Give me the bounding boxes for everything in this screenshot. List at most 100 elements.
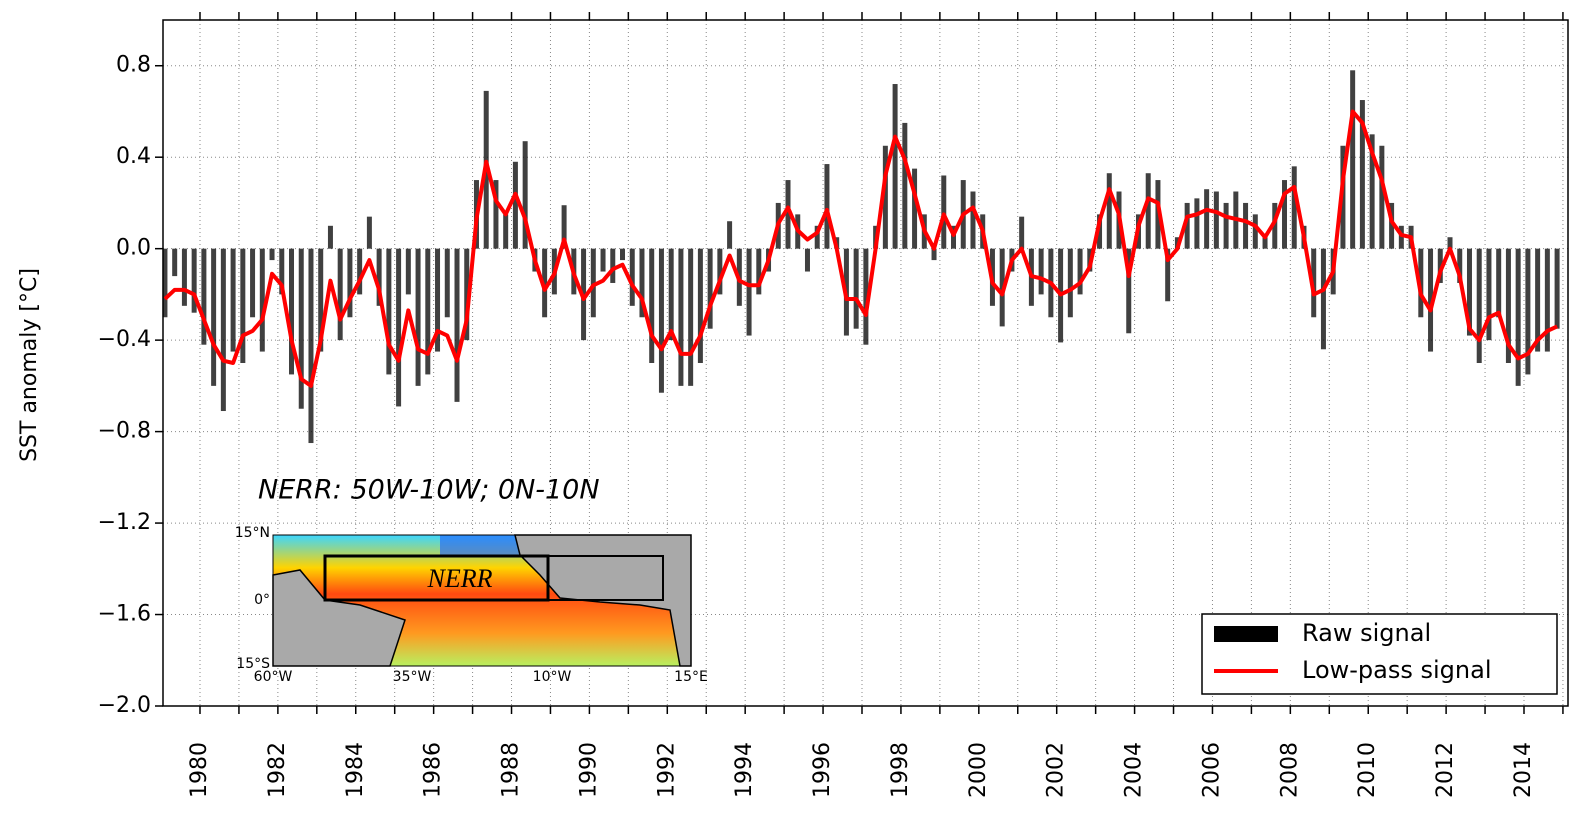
bar bbox=[970, 191, 976, 249]
bar bbox=[347, 248, 353, 318]
x-tick-label: 1998 bbox=[888, 742, 913, 798]
bar bbox=[824, 164, 830, 249]
y-tick-label: −1.6 bbox=[98, 602, 151, 627]
bar bbox=[707, 248, 713, 329]
bar bbox=[668, 248, 674, 341]
bar bbox=[902, 122, 908, 249]
bar bbox=[220, 248, 226, 412]
bar bbox=[405, 248, 411, 295]
bar bbox=[1525, 248, 1531, 375]
bar bbox=[1038, 248, 1044, 295]
bar bbox=[1282, 180, 1288, 249]
bar bbox=[250, 248, 256, 318]
bar bbox=[590, 248, 596, 318]
x-tick-label: 1984 bbox=[343, 742, 368, 798]
y-tick-label: 0.4 bbox=[116, 144, 151, 169]
inset-lat-label: 15°N bbox=[235, 525, 270, 541]
bar bbox=[1252, 214, 1258, 249]
bar bbox=[279, 248, 285, 295]
bar bbox=[1223, 202, 1229, 249]
bar bbox=[357, 248, 363, 295]
y-tick-label: −0.4 bbox=[98, 327, 151, 352]
bar bbox=[522, 141, 528, 249]
bar bbox=[804, 248, 810, 272]
bar bbox=[1097, 214, 1103, 249]
bar bbox=[269, 248, 275, 261]
bar bbox=[863, 248, 869, 345]
bar bbox=[1204, 189, 1210, 249]
bar bbox=[1437, 248, 1443, 283]
inset-lon-label: 60°W bbox=[254, 669, 293, 685]
bar bbox=[298, 248, 304, 409]
bar bbox=[1145, 173, 1151, 249]
bar bbox=[396, 248, 402, 407]
bar bbox=[1544, 248, 1550, 352]
x-tick-label: 2010 bbox=[1355, 742, 1380, 798]
bar bbox=[756, 248, 762, 295]
x-tick-label: 1982 bbox=[265, 742, 290, 798]
bar bbox=[542, 248, 548, 318]
bar bbox=[240, 248, 246, 363]
bar bbox=[1165, 248, 1171, 302]
bar bbox=[1067, 248, 1073, 318]
bar bbox=[951, 225, 957, 249]
y-tick-label: 0.8 bbox=[116, 53, 151, 78]
x-tick-label: 2012 bbox=[1433, 742, 1458, 798]
bar bbox=[337, 248, 343, 341]
bar bbox=[1184, 202, 1190, 249]
bar bbox=[1019, 216, 1025, 249]
y-tick-label: −1.2 bbox=[98, 510, 151, 535]
bar bbox=[882, 145, 888, 249]
bar bbox=[327, 225, 333, 249]
inset-lon-label: 35°W bbox=[393, 669, 432, 685]
bar bbox=[1486, 248, 1492, 341]
bar bbox=[620, 248, 626, 261]
bar bbox=[853, 248, 859, 329]
inset-lat-label: 0° bbox=[254, 592, 270, 608]
bar bbox=[493, 180, 499, 249]
bar bbox=[1243, 202, 1249, 249]
bar bbox=[1320, 248, 1326, 350]
bar bbox=[191, 248, 197, 313]
x-tick-label: 2004 bbox=[1122, 742, 1147, 798]
bar bbox=[211, 248, 217, 386]
bar bbox=[649, 248, 655, 363]
bar bbox=[201, 248, 207, 345]
bar bbox=[1350, 70, 1356, 249]
bar bbox=[678, 248, 684, 386]
x-tick-label: 2006 bbox=[1199, 742, 1224, 798]
legend-label: Low-pass signal bbox=[1302, 656, 1492, 684]
x-tick-label: 2002 bbox=[1044, 742, 1069, 798]
bar bbox=[1077, 248, 1083, 295]
y-axis-label: SST anomaly [°C] bbox=[17, 268, 42, 462]
bar bbox=[366, 216, 372, 249]
bar bbox=[376, 248, 382, 306]
bar bbox=[814, 225, 820, 249]
bar bbox=[1476, 248, 1482, 363]
inset-lon-label: 15°E bbox=[674, 669, 708, 685]
bar bbox=[1262, 237, 1268, 249]
x-tick-label: 1986 bbox=[421, 742, 446, 798]
bar bbox=[697, 248, 703, 363]
bar bbox=[259, 248, 265, 352]
bar bbox=[172, 248, 178, 277]
x-tick-label: 1994 bbox=[732, 742, 757, 798]
bar bbox=[1106, 173, 1112, 249]
annotation: NERR: 50W-10W; 0N-10N bbox=[258, 475, 600, 506]
x-tick-label: 1990 bbox=[576, 742, 601, 798]
bar bbox=[658, 248, 664, 393]
bar bbox=[1291, 166, 1297, 249]
inset-box-label: NERR bbox=[427, 564, 493, 593]
bar bbox=[639, 248, 645, 318]
bar bbox=[1272, 202, 1278, 249]
bar bbox=[415, 248, 421, 386]
bar bbox=[1359, 100, 1365, 249]
bar bbox=[717, 248, 723, 295]
bar bbox=[1457, 248, 1463, 283]
x-tick-label: 1992 bbox=[654, 742, 679, 798]
bar bbox=[1535, 248, 1541, 352]
inset-map bbox=[272, 534, 692, 667]
bar bbox=[503, 214, 509, 249]
bar bbox=[435, 248, 441, 352]
